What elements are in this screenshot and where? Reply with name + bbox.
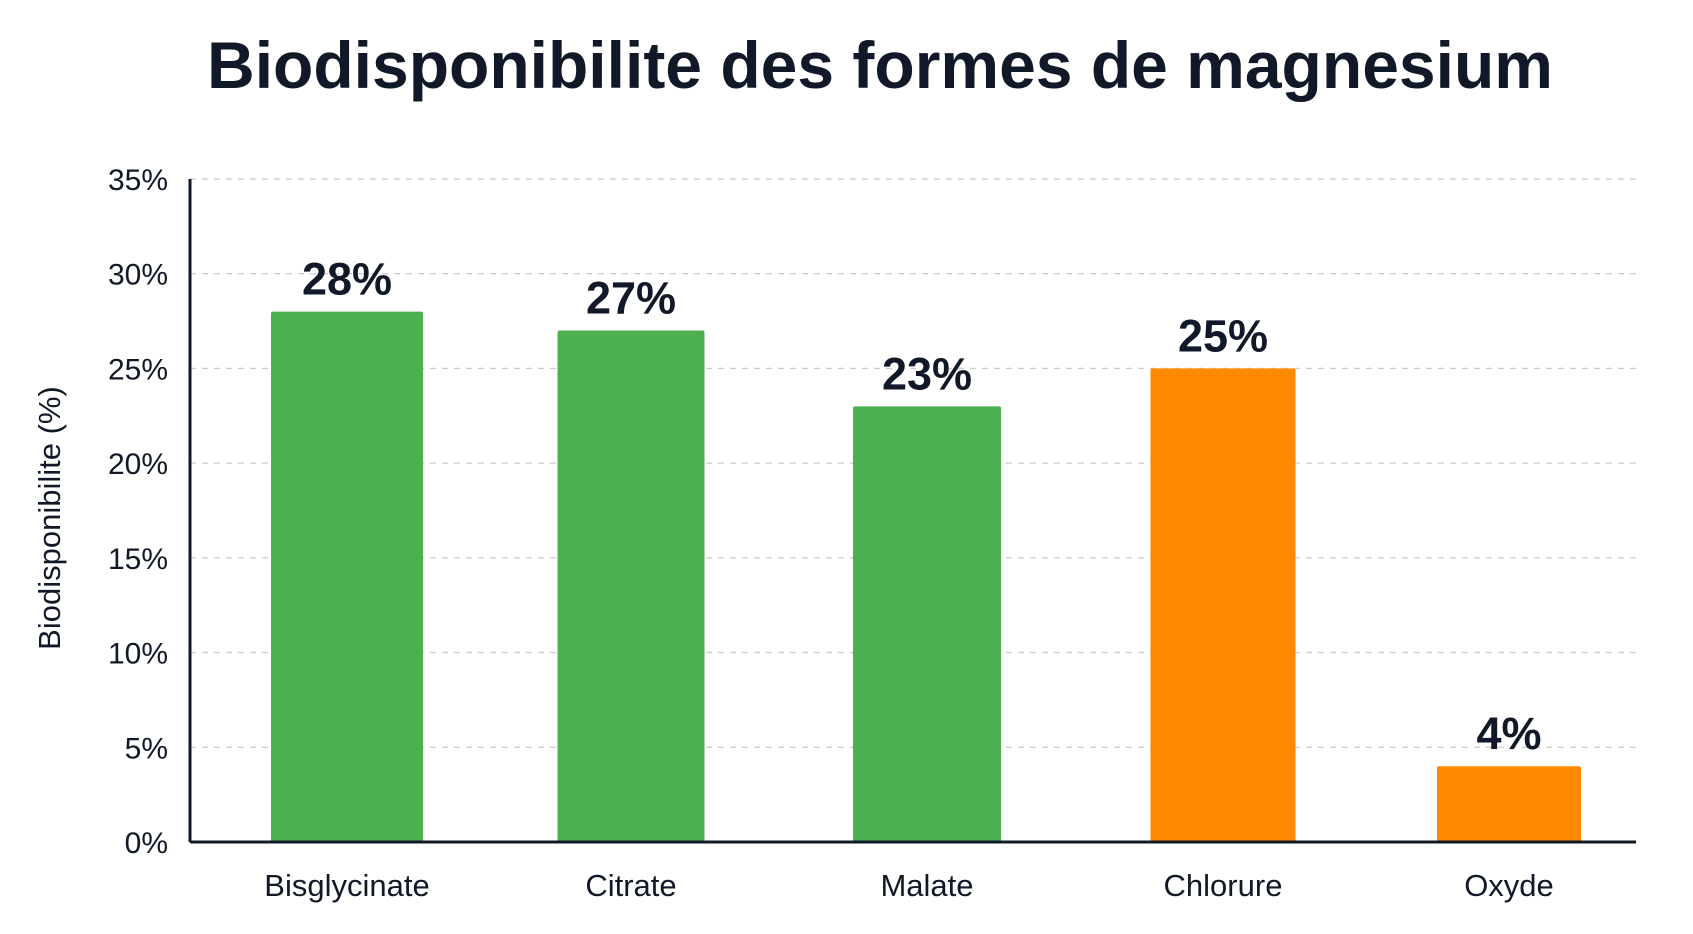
x-tick-label: Citrate	[585, 868, 676, 903]
axes	[188, 179, 1636, 844]
x-tick-label: Malate	[880, 868, 973, 903]
y-tick-label: 10%	[108, 638, 168, 671]
value-label: 28%	[302, 254, 392, 305]
chart-title: Biodisponibilite des formes de magnesium	[207, 28, 1553, 102]
value-label: 4%	[1476, 708, 1541, 759]
y-tick-label: 25%	[108, 353, 168, 386]
bars	[271, 311, 1581, 843]
y-axis-title: Biodisponibilite (%)	[32, 386, 67, 650]
y-tick-label: 30%	[108, 259, 168, 292]
y-tick-label: 15%	[108, 543, 168, 576]
value-label: 25%	[1178, 310, 1268, 361]
x-tick-label: Oxyde	[1464, 868, 1554, 903]
value-label: 27%	[586, 273, 676, 324]
x-category-labels: Bisglycinate Citrate Malate Chlorure Oxyde	[264, 868, 1554, 903]
y-tick-label: 20%	[108, 448, 168, 481]
x-tick-label: Bisglycinate	[264, 868, 429, 903]
y-tick-label: 5%	[125, 732, 168, 765]
bar-citrate	[557, 330, 705, 842]
y-tick-label: 0%	[125, 827, 168, 860]
y-tick-labels: 0% 5% 10% 15% 20% 25% 30% 35%	[108, 164, 168, 860]
bar-oxyde	[1437, 766, 1581, 842]
bar-bisglycinate	[271, 311, 423, 843]
y-tick-label: 35%	[108, 164, 168, 197]
data-labels: 28% 27% 23% 25% 4%	[302, 254, 1542, 760]
bar-chlorure	[1150, 368, 1296, 842]
x-tick-label: Chlorure	[1164, 868, 1283, 903]
value-label: 23%	[882, 348, 972, 399]
bar-malate	[853, 406, 1001, 842]
